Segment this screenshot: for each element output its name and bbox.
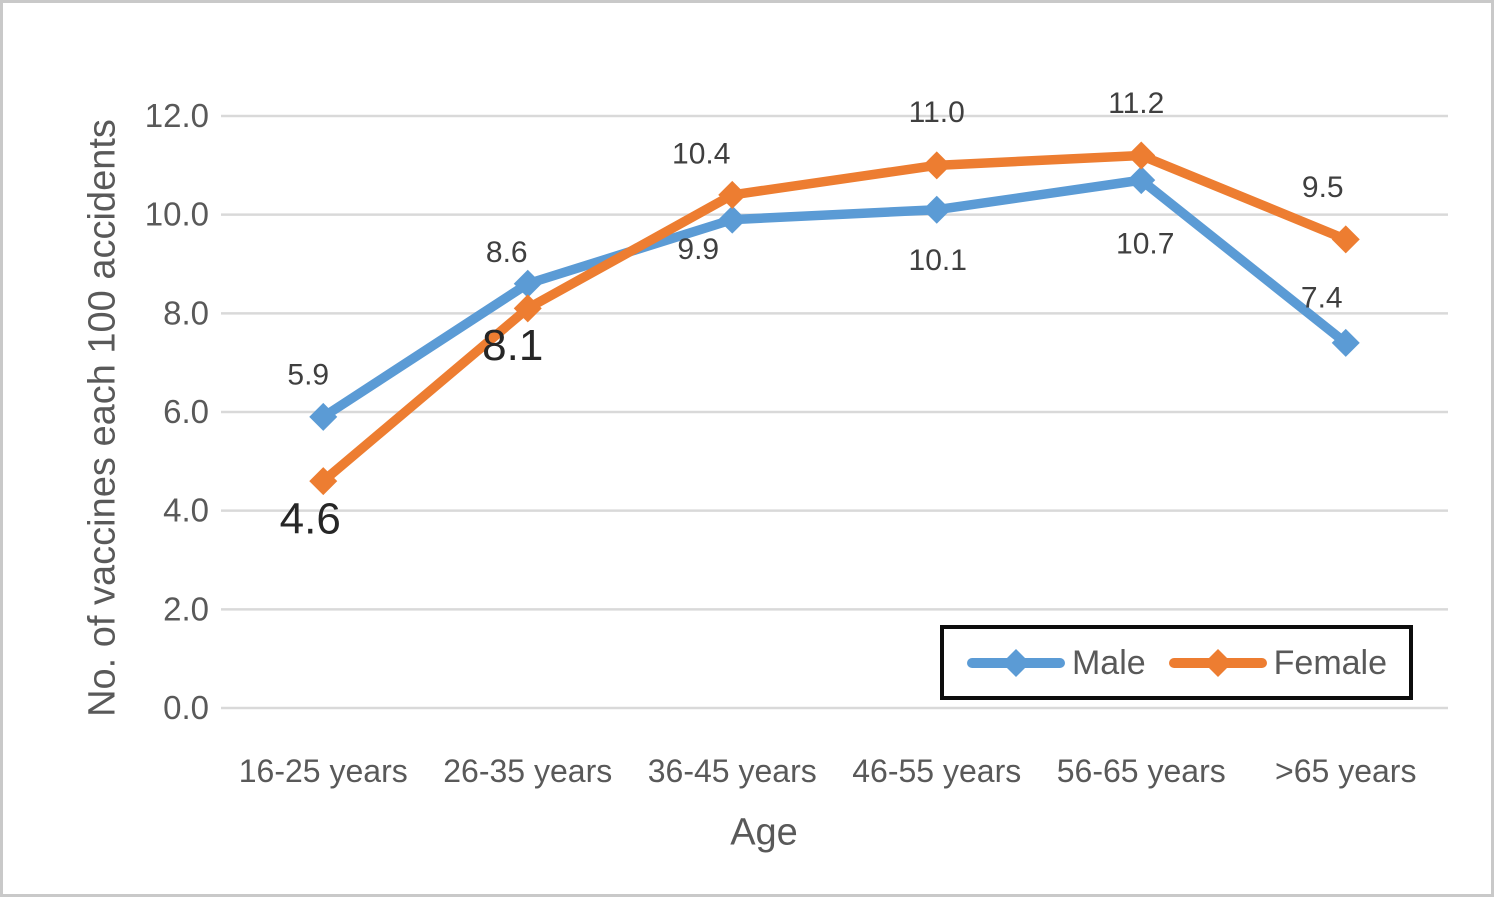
data-point-marker bbox=[309, 467, 338, 496]
x-tick-label: >65 years bbox=[1275, 753, 1416, 789]
x-tick-label: 36-45 years bbox=[648, 753, 817, 789]
data-label: 7.4 bbox=[1301, 281, 1343, 314]
data-label: 9.9 bbox=[677, 233, 719, 266]
data-point-marker bbox=[513, 269, 542, 298]
x-tick-label: 46-55 years bbox=[852, 753, 1021, 789]
y-tick-label: 6.0 bbox=[163, 393, 209, 430]
legend-label-female: Female bbox=[1273, 643, 1388, 682]
data-point-marker bbox=[513, 294, 542, 323]
legend-label-male: Male bbox=[1071, 643, 1146, 682]
data-label: 9.5 bbox=[1302, 171, 1344, 204]
y-tick-label: 10.0 bbox=[145, 196, 209, 233]
data-point-marker bbox=[718, 205, 747, 234]
x-tick-label: 56-65 years bbox=[1057, 753, 1226, 789]
y-tick-label: 0.0 bbox=[163, 689, 209, 726]
series-line bbox=[318, 175, 1351, 422]
data-label: 8.6 bbox=[486, 236, 528, 269]
y-tick-label: 8.0 bbox=[163, 294, 209, 331]
plot-area: 0.0 2.0 4.0 6.0 8.0 10.0 12.0 16-25 years 26-35 … bbox=[145, 87, 1448, 789]
x-tick-label: 26-35 years bbox=[443, 753, 612, 789]
data-point-marker bbox=[1331, 328, 1360, 357]
data-point-marker bbox=[309, 402, 338, 431]
y-tick-label: 4.0 bbox=[163, 492, 209, 529]
y-tick-label: 12.0 bbox=[145, 97, 209, 134]
series-male: 5.9 8.6 9.9 10.1 10.7 7.4 bbox=[287, 166, 1360, 431]
data-label: 5.9 bbox=[287, 358, 329, 391]
data-label: 4.6 bbox=[280, 494, 341, 543]
y-axis-title: No. of vaccines each 100 accidents bbox=[81, 119, 124, 717]
y-tick-labels: 0.0 2.0 4.0 6.0 8.0 10.0 12.0 bbox=[145, 97, 209, 726]
data-point-marker bbox=[922, 151, 951, 180]
male-line-sample-icon bbox=[966, 648, 1065, 677]
legend-item-female: Female bbox=[1168, 645, 1387, 681]
legend-item-male: Male bbox=[966, 645, 1146, 681]
series-female: 4.6 8.1 10.4 11.0 11.2 9.5 bbox=[280, 87, 1360, 543]
data-point-marker bbox=[1127, 166, 1156, 195]
legend: Male Female bbox=[940, 625, 1413, 700]
data-label: 10.4 bbox=[672, 137, 730, 170]
data-point-marker bbox=[718, 180, 747, 209]
data-label: 11.0 bbox=[909, 96, 965, 129]
data-point-marker bbox=[1127, 141, 1156, 170]
data-label: 11.2 bbox=[1108, 87, 1164, 120]
x-tick-labels: 16-25 years 26-35 years 36-45 years 46-55 y… bbox=[239, 753, 1417, 789]
data-point-marker bbox=[922, 195, 951, 224]
x-tick-label: 16-25 years bbox=[239, 753, 408, 789]
data-label: 10.1 bbox=[909, 244, 967, 277]
series-line bbox=[318, 150, 1351, 486]
data-label: 10.7 bbox=[1116, 228, 1174, 261]
data-label: 8.1 bbox=[482, 321, 543, 370]
y-tick-label: 2.0 bbox=[163, 590, 209, 627]
female-line-sample-icon bbox=[1168, 648, 1267, 677]
x-axis-title: Age bbox=[730, 811, 798, 854]
data-point-marker bbox=[1331, 225, 1360, 254]
